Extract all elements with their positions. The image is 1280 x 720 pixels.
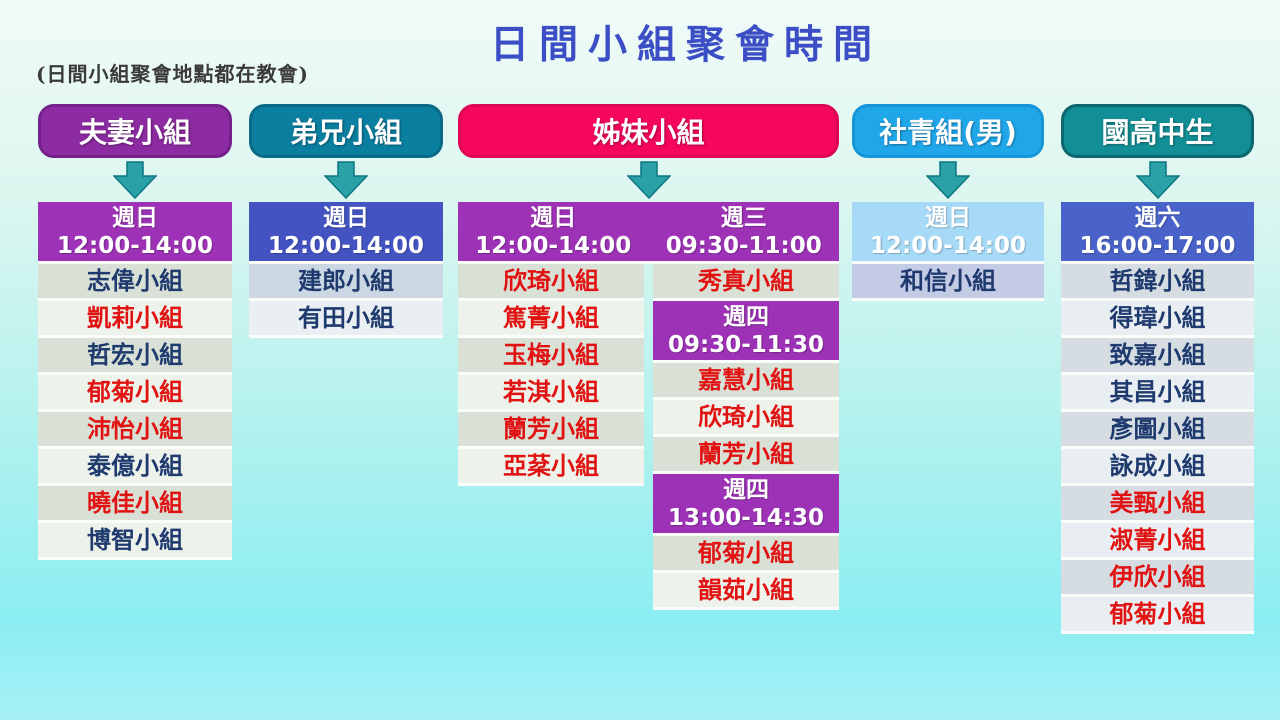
group-row: 和信小組 [852,264,1044,301]
schedule-day-header: 週日 12:00-14:00 [852,202,1044,264]
group-row: 郁菊小組 [653,536,839,573]
group-row: 伊欣小組 [1061,560,1254,597]
schedule-day-header: 週日 12:00-14:00 [249,202,443,264]
group-row: 若淇小組 [458,375,644,412]
group-row: 欣琦小組 [653,400,839,437]
time-label: 09:30-11:00 [665,232,822,259]
schedule-table: 週日 12:00-14:00 和信小組 [852,202,1044,301]
sub-column-left: 欣琦小組 篤菁小組 玉梅小組 若淇小組 蘭芳小組 亞棻小組 [458,264,644,610]
group-row: 彥圖小組 [1061,412,1254,449]
down-arrow-icon [626,161,671,199]
group-row: 美甄小組 [1061,486,1254,523]
group-row: 亞棻小組 [458,449,644,486]
arrow-container [113,158,157,202]
group-row: 蘭芳小組 [458,412,644,449]
schedule-day-header: 週六 16:00-17:00 [1061,202,1254,264]
sub-column-right: 秀真小組 週四 09:30-11:30 嘉慧小組 欣琦小組 蘭芳小組 週四 13:00-14:… [653,264,839,610]
arrow-container [324,158,368,202]
time-label: 09:30-11:30 [668,331,824,358]
group-row: 篤菁小組 [458,301,644,338]
sub-columns: 欣琦小組 篤菁小組 玉梅小組 若淇小組 蘭芳小組 亞棻小組 秀真小組 週四 09:30-11:3… [458,264,839,610]
group-row: 嘉慧小組 [653,363,839,400]
schedule-day-header: 週日 12:00-14:00 [458,202,649,261]
down-arrow-icon [1135,161,1180,199]
group-row: 沛怡小組 [38,412,232,449]
day-label: 週日 [925,204,971,231]
group-row: 秀真小組 [653,264,839,301]
group-row: 志偉小組 [38,264,232,301]
group-row: 郁菊小組 [38,375,232,412]
group-row: 得瑋小組 [1061,301,1254,338]
location-note: (日間小組聚會地點都在教會) [36,62,309,86]
category-pill-students: 國高中生 [1061,104,1254,158]
day-label: 週三 [720,204,767,231]
day-label: 週四 [723,476,769,503]
group-row: 韻茹小組 [653,573,839,610]
column-students: 國高中生 週六 16:00-17:00 哲鍏小組 得瑋小組 致嘉小組 其昌小組 彥圖小組 詠成小… [1061,104,1254,634]
group-row: 欣琦小組 [458,264,644,301]
group-row: 曉佳小組 [38,486,232,523]
page-title: 日間小組聚會時間 [489,22,882,68]
group-row: 詠成小組 [1061,449,1254,486]
schedule-day-header: 週日 12:00-14:00 [38,202,232,264]
down-arrow-icon [926,161,970,199]
group-row: 哲鍏小組 [1061,264,1254,301]
arrow-container [1135,158,1180,202]
group-row: 其昌小組 [1061,375,1254,412]
day-label: 週六 [1134,204,1181,231]
schedule-day-header: 週四 13:00-14:30 [653,474,839,536]
day-label: 週四 [723,303,769,330]
group-row: 玉梅小組 [458,338,644,375]
column-couples: 夫妻小組 週日 12:00-14:00 志偉小組 凱莉小組 哲宏小組 郁菊小組 沛怡小組 泰億小… [38,104,232,560]
schedule-table: 週日 12:00-14:00 週三 09:30-11:00 欣琦小組 篤菁小組 玉梅小組 若淇… [458,202,839,610]
schedule-table: 週日 12:00-14:00 志偉小組 凱莉小組 哲宏小組 郁菊小組 沛怡小組 泰億小組 曉佳小… [38,202,232,560]
group-row: 泰億小組 [38,449,232,486]
day-label: 週日 [323,204,369,231]
group-row: 致嘉小組 [1061,338,1254,375]
group-row: 凱莉小組 [38,301,232,338]
schedule-table: 週六 16:00-17:00 哲鍏小組 得瑋小組 致嘉小組 其昌小組 彥圖小組 詠成小組 美甄小… [1061,202,1254,634]
group-row: 蘭芳小組 [653,437,839,474]
column-brothers: 弟兄小組 週日 12:00-14:00 建郎小組 有田小組 [249,104,443,338]
column-young-adults-men: 社青組(男) 週日 12:00-14:00 和信小組 [852,104,1044,301]
category-pill-sisters: 姊妹小組 [458,104,839,158]
day-label: 週日 [530,204,577,231]
schedule-day-header: 週四 09:30-11:30 [653,301,839,363]
category-pill-young-adults-men: 社青組(男) [852,104,1044,158]
category-pill-brothers: 弟兄小組 [249,104,443,158]
category-pill-couples: 夫妻小組 [38,104,232,158]
time-label: 12:00-14:00 [870,232,1026,259]
schedule-day-header: 週三 09:30-11:00 [649,202,840,261]
group-row: 哲宏小組 [38,338,232,375]
down-arrow-icon [324,161,368,199]
arrow-container [626,158,671,202]
arrow-container [926,158,970,202]
down-arrow-icon [113,161,157,199]
group-row: 郁菊小組 [1061,597,1254,634]
day-label: 週日 [112,204,158,231]
time-label: 12:00-14:00 [475,232,632,259]
group-row: 淑菁小組 [1061,523,1254,560]
time-label: 12:00-14:00 [57,232,213,259]
time-label: 16:00-17:00 [1079,232,1236,259]
time-label: 13:00-14:30 [668,504,824,531]
group-row: 建郎小組 [249,264,443,301]
time-label: 12:00-14:00 [268,232,424,259]
group-row: 有田小組 [249,301,443,338]
group-row: 博智小組 [38,523,232,560]
column-sisters: 姊妹小組 週日 12:00-14:00 週三 09:30-11:00 欣琦小組 篤菁小組 玉梅… [458,104,839,610]
schedule-span-header: 週日 12:00-14:00 週三 09:30-11:00 [458,202,839,264]
schedule-table: 週日 12:00-14:00 建郎小組 有田小組 [249,202,443,338]
